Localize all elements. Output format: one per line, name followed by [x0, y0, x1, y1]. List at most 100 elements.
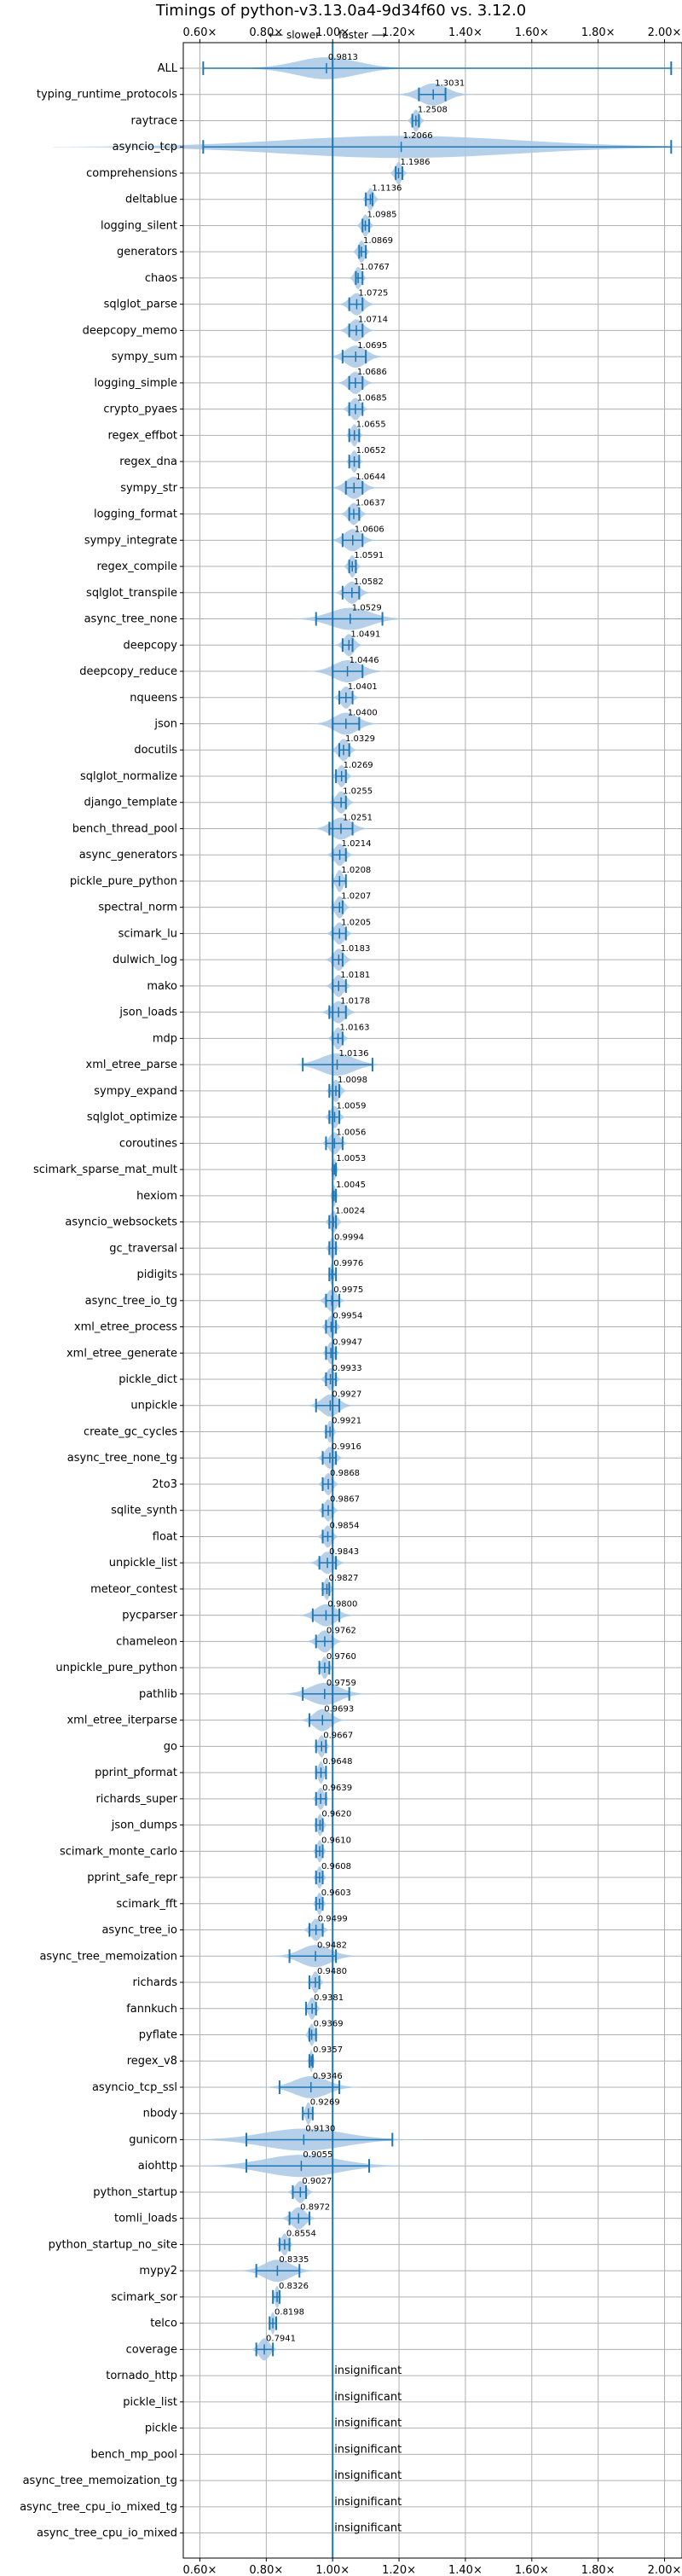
value-label-dulwich_log: 1.0183: [340, 944, 370, 954]
y-label-xml_etree_iterparse: xml_etree_iterparse: [66, 1714, 177, 1727]
value-label-logging_silent: 1.0985: [367, 210, 397, 219]
value-label-unpickle_list: 0.9843: [329, 1547, 359, 1557]
y-label-scimark_sparse_mat_mult: scimark_sparse_mat_mult: [33, 1163, 177, 1176]
value-label-pathlib: 0.9759: [327, 1679, 356, 1688]
faster-label: faster ⟶: [338, 29, 386, 41]
x-tick-label-top: 0.60×: [183, 26, 217, 39]
value-label-asyncio_tcp_ssl: 0.9346: [313, 2072, 343, 2081]
y-label-logging_silent: logging_silent: [101, 219, 177, 232]
value-label-sympy_expand: 1.0098: [338, 1076, 367, 1085]
x-tick-label-top: 1.40×: [448, 26, 483, 39]
value-label-xml_etree_parse: 1.0136: [338, 1049, 368, 1059]
x-tick-label-top: 1.00×: [315, 26, 350, 39]
y-label-regex_dna: regex_dna: [119, 455, 177, 468]
value-label-sqlite_synth: 0.9867: [330, 1495, 360, 1505]
value-label-unpickle_pure_python: 0.9760: [327, 1652, 356, 1662]
value-label-mypy2: 0.8335: [279, 2255, 309, 2265]
value-label-sqlglot_normalize: 1.0269: [344, 761, 373, 770]
y-label-pprint_safe_repr: pprint_safe_repr: [87, 1871, 177, 1884]
y-label-sqlglot_transpile: sqlglot_transpile: [86, 587, 177, 600]
value-label-nqueens: 1.0401: [348, 682, 378, 692]
y-label-nqueens: nqueens: [130, 692, 177, 705]
y-label-pathlib: pathlib: [139, 1688, 177, 1701]
value-label-async_tree_io: 0.9499: [318, 1915, 348, 1924]
value-label-sympy_integrate: 1.0606: [355, 525, 384, 534]
value-label-python_startup: 0.9027: [302, 2177, 332, 2186]
y-label-pickle_pure_python: pickle_pure_python: [70, 875, 177, 888]
y-label-bench_mp_pool: bench_mp_pool: [90, 2448, 177, 2461]
value-label-aiohttp: 0.9055: [303, 2150, 332, 2160]
x-tick-label-bottom: 1.40×: [448, 2564, 483, 2576]
value-label-pidigits: 0.9976: [333, 1259, 363, 1268]
x-tick-label-top: 1.80×: [581, 26, 616, 39]
value-label-bench_thread_pool: 1.0251: [343, 813, 373, 822]
value-label-pprint_safe_repr: 0.9608: [321, 1862, 351, 1871]
y-label-scimark_monte_carlo: scimark_monte_carlo: [60, 1845, 177, 1858]
y-label-regex_effbot: regex_effbot: [107, 429, 177, 442]
value-label-float: 0.9854: [330, 1521, 360, 1530]
value-label-pprint_pformat: 0.9648: [322, 1757, 352, 1767]
y-label-json_dumps: json_dumps: [111, 1819, 177, 1832]
y-label-unpickle_pure_python: unpickle_pure_python: [55, 1662, 177, 1674]
x-tick-label-top: 0.80×: [249, 26, 283, 39]
value-label-scimark_lu: 1.0205: [341, 918, 371, 927]
value-label-regex_v8: 0.9357: [313, 2045, 343, 2055]
value-label-deepcopy_memo: 1.0714: [358, 315, 388, 324]
y-label-regex_v8: regex_v8: [127, 2055, 177, 2068]
y-label-sympy_integrate: sympy_integrate: [84, 534, 177, 547]
value-label-nbody: 0.9269: [310, 2098, 340, 2108]
y-label-docutils: docutils: [134, 744, 177, 757]
value-label-pickle_pure_python: 1.0208: [341, 866, 371, 875]
value-label-sympy_str: 1.0644: [355, 473, 385, 482]
value-label-chaos: 1.0767: [360, 263, 390, 272]
y-label-deepcopy_memo: deepcopy_memo: [83, 324, 177, 337]
y-label-gc_traversal: gc_traversal: [109, 1242, 177, 1255]
value-label-xml_etree_iterparse: 0.9693: [324, 1705, 354, 1714]
violin-ALL: [203, 57, 672, 79]
y-label-pyflate: pyflate: [139, 2029, 177, 2042]
y-label-scimark_fft: scimark_fft: [116, 1898, 177, 1911]
y-label-mypy2: mypy2: [139, 2265, 177, 2277]
value-label-scimark_sparse_mat_mult: 1.0053: [336, 1154, 366, 1163]
y-label-python_startup: python_startup: [93, 2186, 177, 2199]
y-label-typing_runtime_protocols: typing_runtime_protocols: [37, 89, 177, 102]
value-label-regex_dna: 1.0652: [356, 446, 386, 455]
y-label-float: float: [153, 1530, 177, 1543]
value-label-xml_etree_generate: 0.9947: [332, 1337, 362, 1347]
y-label-richards_super: richards_super: [95, 1793, 177, 1806]
grid-lines: [183, 43, 681, 2558]
value-label-sqlglot_optimize: 1.0059: [336, 1102, 366, 1111]
y-label-async_tree_none: async_tree_none: [84, 613, 177, 626]
x-tick-label-bottom: 1.20×: [382, 2564, 416, 2576]
value-label-async_tree_none: 1.0529: [352, 604, 382, 613]
insignificant-label: insignificant: [334, 2391, 402, 2404]
y-label-tomli_loads: tomli_loads: [114, 2213, 177, 2225]
value-label-meteor_contest: 0.9827: [328, 1574, 358, 1583]
y-label-regex_compile: regex_compile: [96, 560, 177, 573]
y-label-sqlglot_normalize: sqlglot_normalize: [80, 770, 177, 783]
value-label-deltablue: 1.1136: [372, 184, 402, 194]
y-label-deltablue: deltablue: [125, 194, 177, 206]
value-label-mdp: 1.0163: [340, 1023, 370, 1032]
y-label-deepcopy: deepcopy: [123, 639, 177, 652]
x-tick-label-bottom: 1.00×: [315, 2564, 350, 2576]
value-label-async_generators: 1.0214: [342, 839, 372, 849]
y-label-mako: mako: [147, 980, 177, 993]
value-label-coverage: 0.7941: [266, 2334, 296, 2343]
x-tick-label-bottom: 0.60×: [183, 2564, 217, 2576]
y-label-go: go: [164, 1740, 177, 1753]
y-label-django_template: django_template: [84, 797, 177, 809]
y-label-aiohttp: aiohttp: [138, 2160, 177, 2173]
y-label-sympy_str: sympy_str: [120, 482, 177, 495]
plot-frame: [182, 42, 682, 2559]
value-label-pycparser: 0.9800: [327, 1600, 357, 1610]
y-label-unpickle: unpickle: [130, 1400, 177, 1413]
y-label-async_tree_memoization_tg: async_tree_memoization_tg: [23, 2474, 177, 2487]
y-label-python_startup_no_site: python_startup_no_site: [49, 2238, 177, 2251]
y-label-sympy_sum: sympy_sum: [112, 351, 177, 363]
y-label-async_tree_memoization: async_tree_memoization: [39, 1950, 177, 1963]
y-label-nbody: nbody: [143, 2108, 178, 2121]
y-label-unpickle_list: unpickle_list: [109, 1557, 177, 1569]
y-label-telco: telco: [150, 2318, 177, 2330]
